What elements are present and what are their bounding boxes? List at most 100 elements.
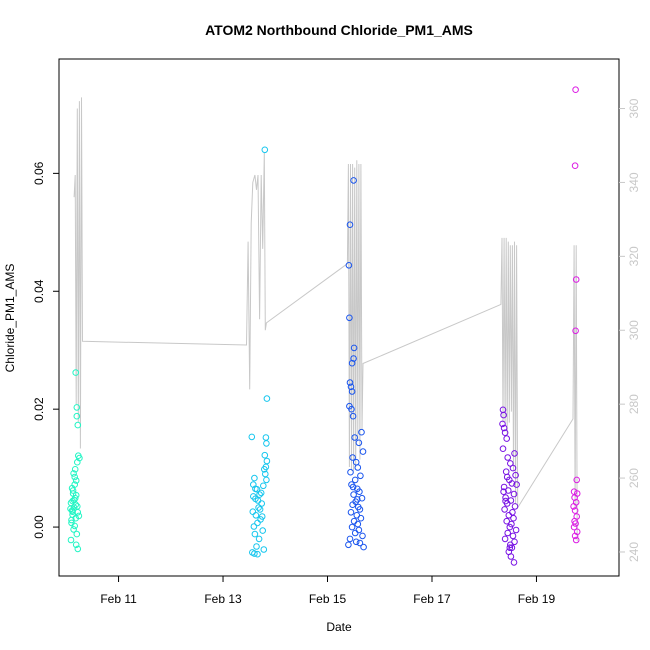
scatter-point: [347, 468, 354, 476]
scatter-point: [71, 481, 78, 488]
x-tick-label: Feb 13: [204, 592, 242, 606]
scatter-point: [74, 545, 82, 553]
scatter-point: [350, 491, 357, 498]
scatter-point: [572, 276, 580, 283]
scatter-point: [72, 491, 80, 499]
scatter-point: [348, 523, 356, 531]
scatter-series-2: [345, 177, 367, 551]
scatter-point: [346, 535, 354, 543]
scatter-point: [356, 488, 363, 496]
scatter-point: [254, 497, 262, 504]
scatter-point: [507, 460, 514, 467]
scatter-point: [71, 473, 78, 481]
scatter-point: [251, 550, 258, 557]
scatter-point: [499, 445, 507, 453]
y2-tick-label: 280: [627, 394, 641, 414]
scatter-point: [72, 477, 80, 484]
scatter-point: [263, 476, 270, 484]
scatter-point: [254, 550, 261, 558]
scatter-point: [72, 369, 79, 376]
x-tick-label: Feb 15: [309, 592, 347, 606]
scatter-point: [263, 457, 271, 465]
scatter-point: [501, 429, 509, 437]
scatter-point: [345, 541, 352, 549]
scatter-series-1: [248, 146, 271, 558]
scatter-point: [570, 523, 578, 531]
scatter-point: [506, 544, 514, 552]
scatter-point: [510, 490, 518, 498]
scatter-point: [251, 530, 259, 538]
scatter-point: [503, 435, 511, 442]
scatter-point: [345, 262, 353, 269]
scatter-point: [572, 520, 579, 527]
scatter-point: [509, 509, 516, 516]
scatter-points-layer: [67, 86, 581, 566]
scatter-point: [501, 535, 509, 543]
scatter-point: [508, 480, 516, 487]
scatter-point: [73, 530, 81, 538]
scatter-point: [352, 538, 360, 546]
x-tick-label: Feb 11: [100, 592, 137, 606]
scatter-point: [357, 514, 365, 522]
scatter-point: [75, 512, 83, 520]
scatter-point: [69, 487, 77, 494]
scatter-point: [250, 493, 257, 500]
scatter-point: [349, 454, 356, 461]
scatter-point: [354, 496, 361, 503]
scatter-point: [500, 424, 508, 432]
x-tick-label: Feb 17: [413, 592, 451, 606]
y2-tick-label: 360: [627, 98, 641, 118]
scatter-point: [511, 503, 519, 510]
chart-title: ATOM2 Northbound Chloride_PM1_AMS: [205, 22, 473, 38]
scatter-point: [356, 539, 364, 547]
scatter-point: [347, 383, 355, 391]
scatter-point: [502, 494, 509, 501]
scatter-point: [509, 464, 517, 472]
scatter-point: [351, 434, 359, 441]
scatter-point: [259, 527, 267, 534]
scatter-point: [355, 526, 363, 534]
scatter-point: [263, 395, 271, 402]
scatter-point: [263, 440, 270, 447]
secondary-series-line: [73, 97, 578, 541]
scatter-point: [72, 541, 80, 549]
scatter-point: [572, 86, 579, 93]
scatter-point: [252, 512, 260, 519]
scatter-point: [70, 470, 77, 477]
scatter-point: [510, 559, 518, 566]
scatter-point: [359, 448, 367, 455]
scatter-point: [252, 485, 259, 493]
scatter-point: [255, 535, 263, 543]
scatter-point: [503, 517, 511, 525]
scatter-series-4: [570, 86, 581, 544]
scatter-point: [358, 428, 365, 436]
scatter-point: [572, 536, 580, 544]
y-tick-label: 0.04: [32, 279, 46, 303]
scatter-point: [350, 517, 358, 525]
scatter-point: [350, 355, 357, 362]
scatter-point: [504, 454, 512, 461]
scatter-point: [508, 544, 516, 552]
y-axis-label: Chloride_PM1_AMS: [3, 264, 17, 373]
scatter-point: [251, 474, 258, 482]
scatter-point: [507, 553, 515, 560]
scatter-point: [506, 523, 514, 531]
y2-tick-label: 260: [627, 468, 641, 488]
x-axis: Feb 11 Feb 13 Feb 15 Feb 17 Feb 19: [100, 576, 555, 606]
scatter-point: [349, 501, 356, 509]
scatter-point: [502, 497, 509, 505]
y2-tick-label: 340: [627, 172, 641, 192]
scatter-point: [262, 434, 270, 441]
scatter-point: [500, 488, 507, 496]
plot-frame: [58, 58, 620, 577]
scatter-point: [513, 481, 520, 488]
scatter-point: [354, 464, 362, 471]
scatter-point: [71, 522, 78, 530]
secondary-line-layer: [73, 97, 578, 541]
scatter-point: [354, 520, 362, 528]
scatter-point: [499, 420, 506, 428]
scatter-point: [68, 507, 76, 514]
scatter-point: [355, 439, 363, 447]
scatter-point: [257, 489, 265, 497]
y2-tick-label: 240: [627, 542, 641, 562]
